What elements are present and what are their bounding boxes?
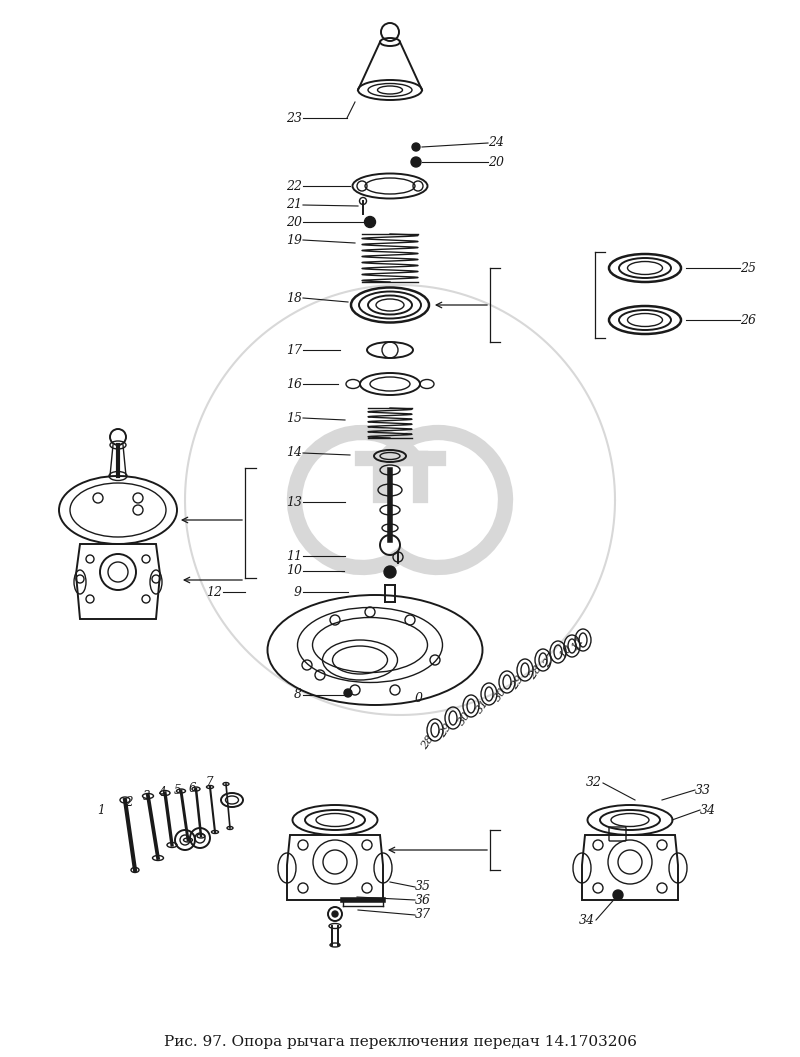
Text: 9: 9	[294, 586, 302, 598]
Circle shape	[365, 217, 375, 227]
Text: 15: 15	[286, 411, 302, 425]
Text: 3: 3	[142, 790, 150, 802]
Text: 7: 7	[206, 777, 213, 790]
Text: 14: 14	[286, 446, 302, 460]
Text: 6: 6	[189, 781, 196, 795]
Text: 26: 26	[740, 314, 756, 327]
Text: 20: 20	[286, 216, 302, 228]
Text: 29: 29	[438, 721, 454, 739]
Text: 35: 35	[415, 880, 431, 893]
Text: 24: 24	[488, 136, 504, 149]
Text: 10: 10	[558, 643, 574, 660]
Text: 30: 30	[456, 709, 472, 727]
Text: 20: 20	[488, 155, 504, 168]
Circle shape	[344, 689, 352, 697]
Circle shape	[384, 565, 396, 578]
Text: 37: 37	[415, 909, 431, 922]
Text: 34: 34	[579, 913, 595, 927]
Text: 22: 22	[286, 180, 302, 192]
Text: 33: 33	[695, 783, 711, 797]
Text: 32: 32	[586, 777, 602, 790]
Text: 28: 28	[528, 664, 544, 681]
Text: 30: 30	[492, 685, 508, 703]
Text: 28: 28	[420, 734, 436, 750]
Text: 8: 8	[294, 688, 302, 702]
Text: 16: 16	[286, 377, 302, 390]
Text: 21: 21	[286, 199, 302, 211]
Text: 2: 2	[126, 796, 133, 809]
Text: Рис. 97. Опора рычага переключения передач 14.1703206: Рис. 97. Опора рычага переключения перед…	[163, 1035, 637, 1049]
Text: 11: 11	[286, 550, 302, 562]
Text: 17: 17	[286, 344, 302, 356]
Circle shape	[412, 143, 420, 151]
Circle shape	[332, 911, 338, 917]
Text: 11: 11	[570, 634, 586, 652]
Text: 34: 34	[700, 803, 716, 816]
Text: 4: 4	[158, 786, 166, 799]
Text: 29: 29	[510, 673, 526, 690]
Text: 18: 18	[286, 292, 302, 304]
Text: 31: 31	[474, 698, 490, 715]
Text: 0: 0	[415, 691, 423, 705]
Text: 12: 12	[206, 586, 222, 598]
Circle shape	[411, 157, 421, 167]
Text: 27: 27	[542, 651, 558, 669]
Text: 36: 36	[415, 893, 431, 907]
Text: 23: 23	[286, 111, 302, 125]
Text: 10: 10	[286, 564, 302, 577]
Text: 19: 19	[286, 234, 302, 246]
Text: 13: 13	[286, 496, 302, 508]
Text: 5: 5	[174, 784, 181, 797]
Text: 25: 25	[740, 261, 756, 275]
Circle shape	[613, 890, 623, 900]
Text: 1: 1	[98, 803, 105, 816]
